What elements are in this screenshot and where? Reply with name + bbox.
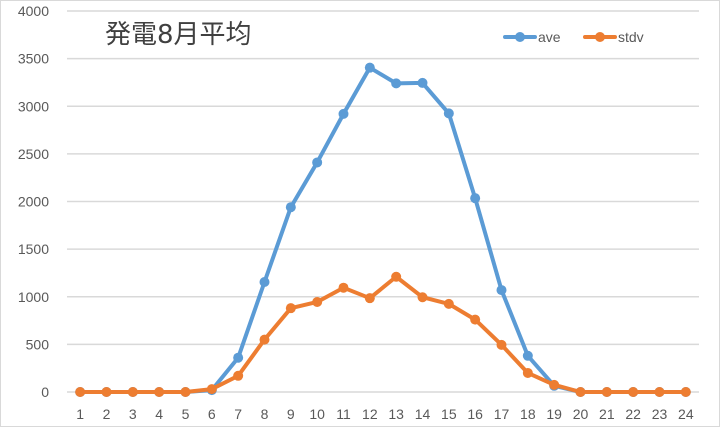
- data-point-ave: [417, 77, 428, 88]
- x-tick-label: 15: [441, 406, 457, 422]
- x-tick-label: 11: [336, 406, 351, 422]
- x-tick-label: 19: [546, 406, 562, 422]
- y-tick-label: 500: [26, 336, 50, 352]
- y-tick-label: 1500: [18, 241, 49, 257]
- x-tick-label: 14: [415, 406, 431, 422]
- x-tick-label: 20: [573, 406, 589, 422]
- x-tick-label: 18: [520, 406, 536, 422]
- data-point-ave: [522, 350, 533, 361]
- x-tick-label: 16: [467, 406, 483, 422]
- x-tick-label: 21: [599, 406, 615, 422]
- x-tick-label: 4: [155, 406, 163, 422]
- y-axis-ticks: 0 500 1000 1500 2000 2500 3000 3500 4000: [18, 3, 49, 400]
- data-point-stdv: [338, 282, 349, 293]
- data-point-stdv: [154, 387, 165, 397]
- y-tick-label: 2500: [18, 146, 49, 162]
- data-point-ave: [259, 276, 270, 287]
- x-tick-label: 9: [287, 406, 295, 422]
- legend-marker: [595, 32, 605, 42]
- x-tick-label: 10: [309, 406, 325, 422]
- data-point-ave: [312, 157, 323, 168]
- x-tick-label: 7: [234, 406, 242, 422]
- gridlines: [67, 10, 699, 393]
- data-point-stdv: [127, 387, 138, 397]
- data-point-stdv: [391, 271, 402, 282]
- x-tick-label: 17: [494, 406, 510, 422]
- x-tick-label: 1: [76, 406, 84, 422]
- data-point-ave: [443, 108, 454, 119]
- y-tick-label: 3000: [18, 98, 49, 114]
- y-tick-label: 0: [41, 384, 49, 400]
- series-line-stdv: [80, 274, 686, 394]
- x-tick-label: 2: [103, 406, 111, 422]
- data-point-stdv: [628, 387, 639, 397]
- y-tick-label: 2000: [18, 194, 49, 210]
- x-tick-label: 22: [625, 406, 641, 422]
- x-tick-label: 5: [182, 406, 190, 422]
- data-point-stdv: [443, 298, 454, 309]
- data-point-stdv: [680, 387, 691, 397]
- data-point-ave: [470, 193, 481, 204]
- data-point-stdv: [496, 339, 507, 350]
- legend-label: stdv: [618, 29, 644, 45]
- legend-label: ave: [538, 29, 561, 45]
- x-tick-label: 23: [652, 406, 668, 422]
- data-point-stdv: [549, 379, 560, 390]
- series-group: [75, 62, 691, 397]
- data-point-ave: [285, 202, 296, 213]
- series-ave: [75, 62, 691, 397]
- legend-item-stdv: stdv: [583, 29, 644, 45]
- data-point-stdv: [312, 296, 323, 307]
- legend-item-ave: ave: [503, 29, 561, 45]
- x-tick-label: 13: [388, 406, 404, 422]
- data-point-stdv: [522, 367, 533, 378]
- data-point-stdv: [101, 387, 112, 397]
- data-point-stdv: [75, 387, 86, 397]
- data-point-ave: [364, 62, 375, 73]
- y-tick-label: 1000: [18, 289, 49, 305]
- series-line-ave: [80, 65, 686, 394]
- x-tick-label: 3: [129, 406, 137, 422]
- y-tick-label: 4000: [18, 3, 49, 19]
- legend: ave stdv: [503, 29, 644, 45]
- x-tick-label: 6: [208, 406, 216, 422]
- data-point-ave: [391, 78, 402, 89]
- x-tick-label: 8: [261, 406, 269, 422]
- data-point-ave: [496, 285, 507, 296]
- data-point-ave: [233, 352, 244, 363]
- data-point-ave: [338, 108, 349, 119]
- data-point-stdv: [259, 334, 270, 345]
- data-point-stdv: [417, 292, 428, 303]
- x-axis-ticks: 1 2 3 4 5 6 7 8 9 10 11 12 13 14 15 16 17 18 19 20 21 22 23 24: [76, 406, 694, 422]
- data-point-stdv: [206, 384, 217, 395]
- data-point-stdv: [470, 314, 481, 325]
- data-point-stdv: [364, 293, 375, 304]
- data-point-stdv: [575, 387, 586, 397]
- x-tick-label: 12: [362, 406, 378, 422]
- y-tick-label: 3500: [18, 51, 49, 67]
- data-point-stdv: [233, 370, 244, 381]
- series-stdv: [75, 271, 691, 397]
- data-point-stdv: [285, 303, 296, 314]
- data-point-stdv: [180, 387, 191, 397]
- x-tick-label: 24: [678, 406, 694, 422]
- data-point-stdv: [601, 387, 612, 397]
- data-point-stdv: [654, 387, 665, 397]
- legend-marker: [515, 32, 525, 42]
- chart-title: 発電8月平均: [105, 20, 252, 50]
